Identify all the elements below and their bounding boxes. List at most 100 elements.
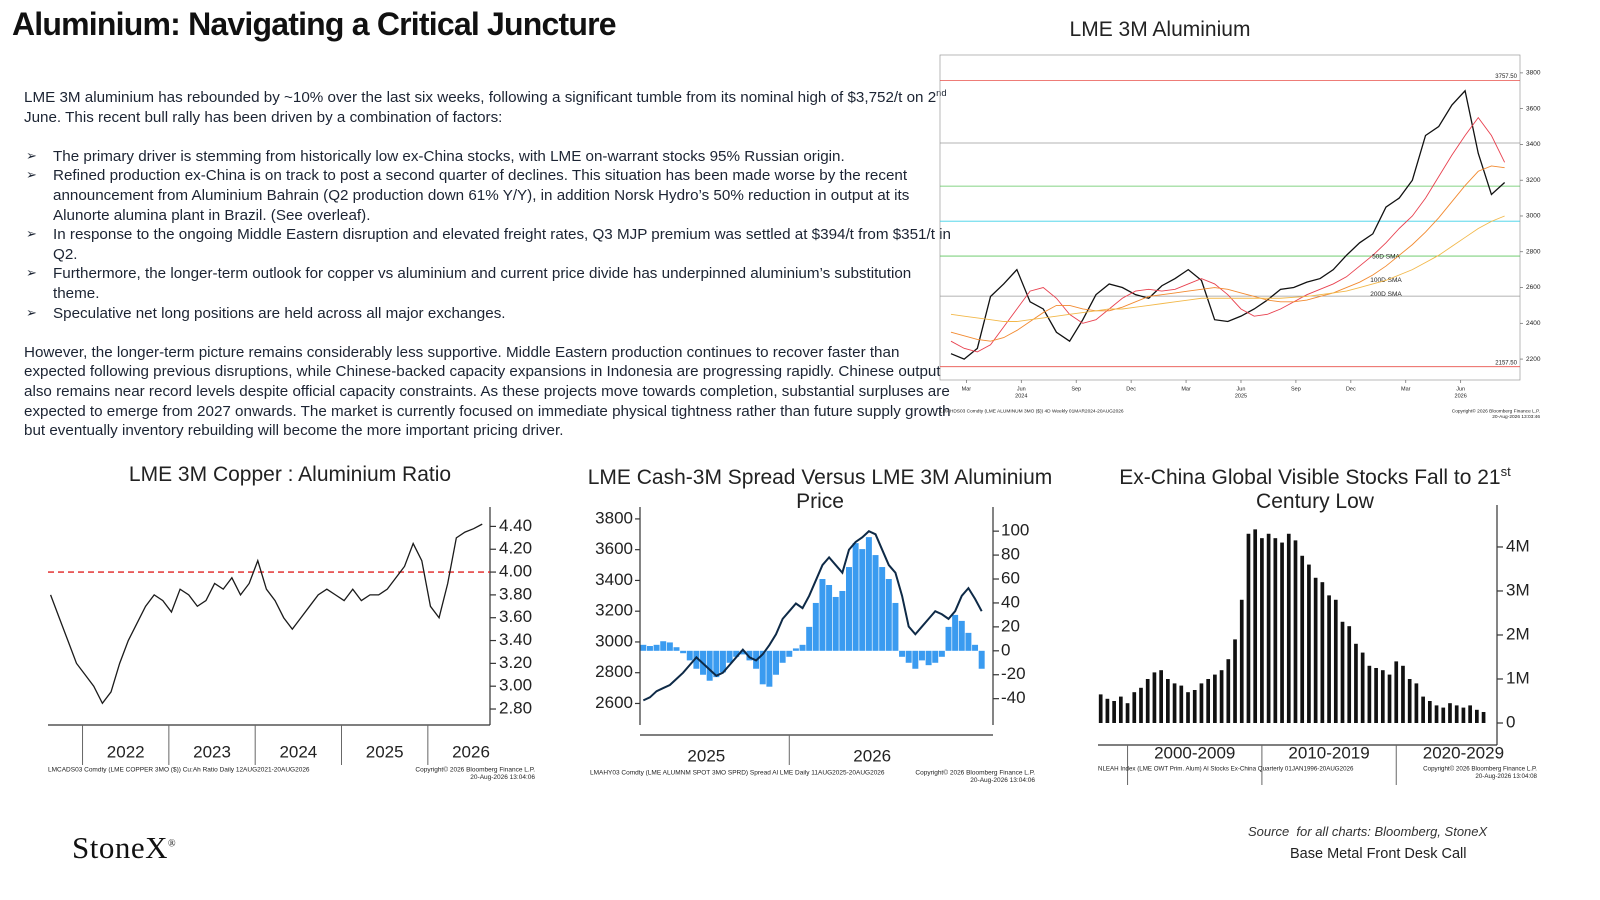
x-tick-label: Dec: [1346, 386, 1356, 392]
intro-text: LME 3M aluminium has rebounded by ~10% o…: [24, 89, 937, 106]
spread-bar: [819, 579, 826, 651]
spread-bar: [792, 648, 799, 651]
intro-sup: nd: [936, 86, 947, 98]
stock-bar: [1125, 703, 1130, 723]
chart-copyright: Copyright© 2026 Bloomberg Finance L.P.: [915, 769, 1035, 777]
title-text: Ex-China Global Visible Stocks Fall to 2…: [1119, 466, 1501, 489]
stock-bar: [1192, 689, 1197, 723]
stock-bar: [1481, 711, 1486, 723]
chart-source: LMCADS03 Comdty (LME COPPER 3MO ($)) Cu:…: [48, 767, 310, 774]
closing: However, the longer-term picture remains…: [24, 343, 951, 440]
y-tick-label: 2M: [1506, 624, 1530, 643]
y-tick-label: 4.00: [499, 562, 532, 581]
logo: StoneX®: [72, 830, 176, 866]
spread-bar: [706, 650, 713, 681]
stock-bar: [1407, 678, 1412, 723]
y-tick-label: 3600: [595, 539, 633, 558]
y2-tick-label: 20: [1001, 616, 1020, 635]
chart: 0 1M 2M 3M 4M 2000-2009 2010-2019 2020-2029 NLEA…: [1098, 505, 1538, 785]
chart-title: LME Cash-3M Spread Versus LME 3M Alumini…: [587, 466, 1053, 513]
x-tick-label: Mar: [962, 386, 972, 392]
y-tick-label: 3.20: [499, 653, 532, 672]
stock-bar: [1461, 707, 1466, 723]
y2-tick-label: 100: [1001, 521, 1029, 540]
bullet: Refined production ex-China is on track …: [24, 166, 954, 225]
y-tick-label: 3200: [1526, 177, 1541, 184]
spread-bar: [846, 567, 852, 651]
stock-bar: [1320, 582, 1325, 723]
stock-bar: [1427, 700, 1432, 723]
y-tick-label: 3600: [1526, 105, 1541, 112]
y-tick-label: 3800: [595, 508, 633, 527]
spread-bar: [912, 650, 919, 669]
spread-bar: [779, 650, 786, 663]
y-tick-label: 2400: [1526, 320, 1541, 327]
y-tick-label: 0: [1506, 712, 1515, 731]
chart-timestamp: 20-Aug-2026 13:04:06: [470, 774, 535, 781]
footer: Base Metal Front Desk Call: [1290, 846, 1467, 862]
stock-bar: [1246, 533, 1251, 723]
spread-bar: [852, 543, 859, 651]
y-tick-label: 2800: [595, 662, 633, 681]
spread-bar: [806, 626, 813, 651]
y-tick-label: 3000: [595, 631, 633, 650]
series-label: 200D SMA: [1370, 291, 1402, 298]
spread-bar: [726, 650, 733, 663]
plot-frame: [939, 54, 1521, 381]
x-tick-label: 2010-2019: [1288, 743, 1369, 762]
chart: 2.80 3.00 3.20 3.40 3.60 3.80 4.00 4.20 4.40 2022…: [48, 507, 535, 781]
chart-copyright: Copyright© 2026 Bloomberg Finance L.P.: [1423, 766, 1537, 773]
y-tick-label: 3M: [1506, 580, 1530, 599]
stock-bar: [1172, 683, 1177, 723]
stock-bar: [1139, 687, 1143, 723]
x-tick-label: Mar: [1181, 386, 1191, 392]
stock-bar: [1098, 694, 1103, 723]
spread-bar: [872, 555, 879, 651]
x-tick-label: 2020-2029: [1423, 743, 1504, 762]
stock-bar: [1327, 595, 1331, 723]
x-tick-label: Jun: [1017, 386, 1026, 392]
intro: LME 3M aluminium has rebounded by ~10% o…: [24, 88, 954, 127]
stock-bar: [1105, 698, 1110, 723]
page-title: Aluminium: Navigating a Critical Junctur…: [12, 6, 617, 42]
x-tick-label: Jun: [1237, 386, 1246, 392]
chart-title: Ex-China Global Visible Stocks Fall to 2…: [1110, 465, 1520, 514]
level-label: 2157.50: [1495, 360, 1517, 366]
y-tick-label: 2200: [1526, 356, 1541, 363]
y2-tick-label: 0: [1001, 640, 1010, 659]
stock-bar: [1340, 621, 1345, 723]
x-year-label: 2025: [1235, 393, 1247, 399]
y-tick-label: 3400: [1526, 141, 1541, 148]
spread-bar: [766, 650, 773, 687]
stock-bar: [1266, 533, 1271, 723]
stock-bar: [1468, 705, 1472, 723]
spread-bar: [646, 646, 653, 651]
y-tick-label: 4M: [1506, 536, 1530, 555]
stock-bar: [1333, 599, 1338, 723]
y-tick-label: 1M: [1506, 668, 1530, 687]
ratio-line: [49, 523, 483, 705]
bullet: In response to the ongoing Middle Easter…: [24, 225, 954, 264]
spread-bar: [865, 537, 872, 651]
spread-bar: [958, 620, 965, 651]
y-tick-label: 2600: [595, 693, 633, 712]
spread-bar: [759, 650, 766, 685]
stock-bar: [1166, 678, 1170, 723]
y-tick-label: 4.20: [499, 539, 532, 558]
stock-bar: [1213, 674, 1217, 723]
spread-bar: [719, 650, 726, 673]
x-year-label: 2026: [1455, 393, 1467, 399]
x-tick-label: 2022: [107, 742, 145, 761]
logo-text: StoneX: [72, 830, 168, 865]
y-tick-label: 3200: [595, 601, 633, 620]
x-tick-label: Sep: [1071, 386, 1081, 392]
x-tick-label: 2026: [452, 742, 490, 761]
y-tick-label: 3.80: [499, 584, 532, 603]
stock-bar: [1367, 665, 1372, 723]
chart-source: LMAHDS03 Comdty (LME ALUMINUM 3MO ($)) 4…: [940, 408, 1124, 414]
y2-tick-label: 60: [1001, 568, 1020, 587]
spread-bar: [952, 614, 959, 651]
stock-bar: [1159, 670, 1163, 723]
stock-bar: [1239, 599, 1244, 723]
